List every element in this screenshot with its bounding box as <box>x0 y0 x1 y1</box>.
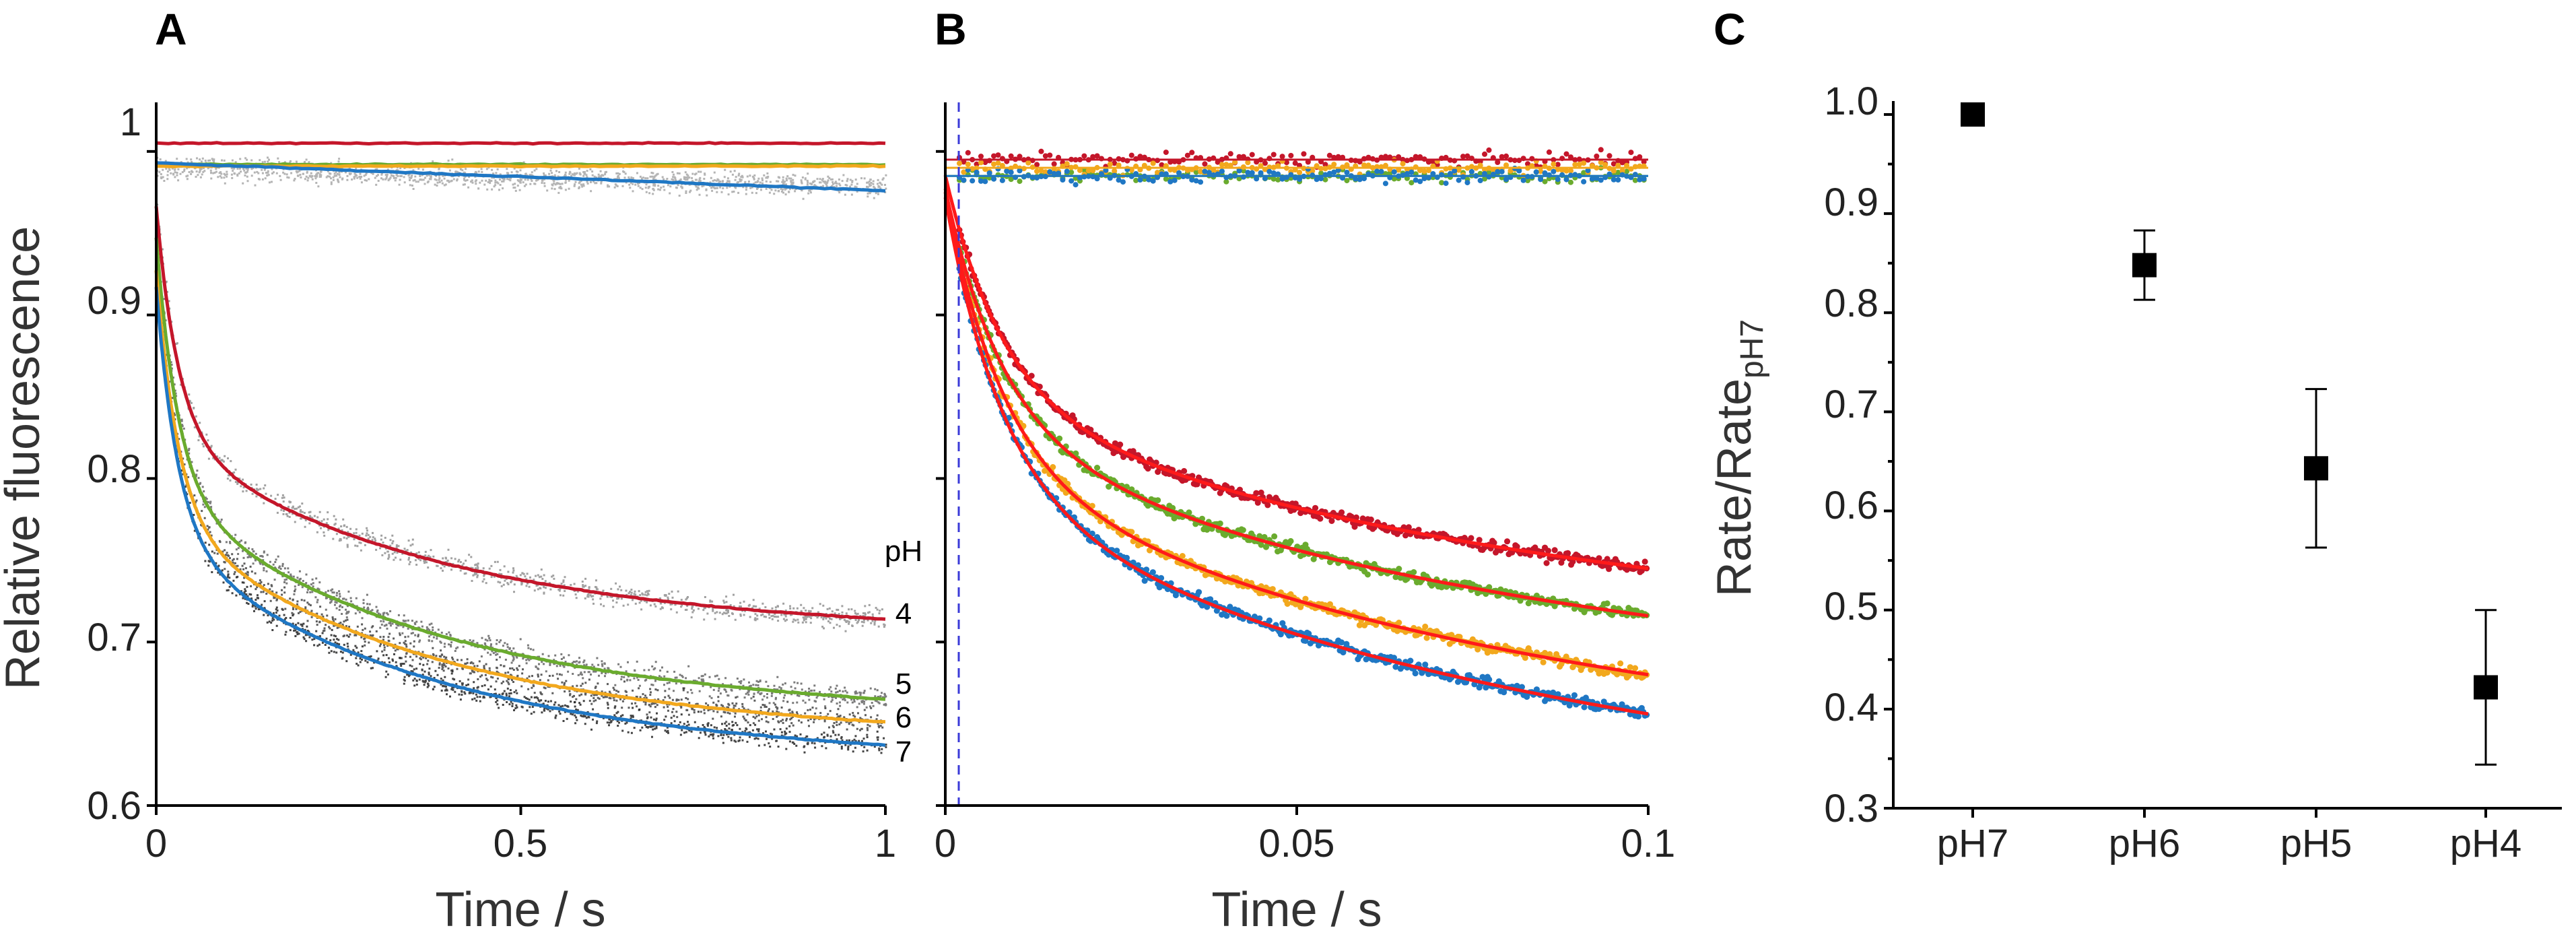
panel-c-chart: 0.3 0.4 0.5 0.6 0.7 0.8 0.9 1.0 pH7 pH6 … <box>1707 79 2562 865</box>
panel-a-xtick-label: 1 <box>875 822 896 865</box>
panel-a-ytick-label: 0.9 <box>87 279 141 323</box>
panel-c-category-label: pH5 <box>2280 822 2352 865</box>
panel-c-data-point <box>2304 456 2328 481</box>
series-label-ph4: 4 <box>895 597 912 630</box>
panel-a-baseline-curve <box>156 141 886 146</box>
panel-b-data-points <box>956 255 1650 681</box>
panel-c-ytick-label: 0.5 <box>1824 585 1878 628</box>
panel-c-data-point <box>1961 102 1985 127</box>
panel-letter-c: C <box>1714 4 1746 54</box>
panel-letter-b: B <box>935 4 967 54</box>
panel-b-fit-curve <box>943 197 1649 716</box>
panel-c-ytick-label: 0.4 <box>1824 686 1878 729</box>
legend-title-ph: pH <box>885 535 922 568</box>
panel-b-fit-curve <box>943 191 1649 677</box>
panel-b-data-layer <box>943 147 1650 720</box>
panel-a-replicate-band <box>156 238 887 710</box>
panel-b-xtick-label: 0 <box>935 822 956 865</box>
panel-c-ytick-label: 0.8 <box>1824 282 1878 325</box>
series-label-ph6: 6 <box>895 701 912 734</box>
panel-b-x-axis-title: Time / s <box>1211 883 1382 937</box>
panel-b-ticks <box>936 150 1650 815</box>
panel-a-ytick-label: 0.7 <box>87 616 141 659</box>
panel-a-xtick-label: 0.5 <box>494 822 548 865</box>
panel-c-y-axis-title: Rate/RatepH7 <box>1707 319 1770 597</box>
panel-c-data-point <box>2474 675 2498 700</box>
panel-c-data-layer <box>1961 102 2498 766</box>
panel-c-ytick-label: 0.3 <box>1824 787 1878 830</box>
panel-a-xtick-label: 0 <box>145 822 167 865</box>
panel-a-ytick-label: 1 <box>120 100 141 144</box>
panel-c-category-label: pH4 <box>2450 822 2521 865</box>
panel-a-decay-curve <box>154 269 886 724</box>
panel-letter-a: A <box>155 4 187 54</box>
panel-a-data-layer <box>154 141 887 754</box>
panel-a-replicate-band <box>156 269 884 732</box>
panel-b-fit-curve <box>943 174 1649 570</box>
panel-a-replicate-band <box>156 203 886 632</box>
panel-c-y-axis-title-main: Rate/Rate <box>1707 379 1761 597</box>
series-label-ph5: 5 <box>895 667 912 700</box>
panel-c-data-point <box>2132 253 2157 277</box>
panel-c-ticks <box>1884 113 2487 818</box>
panel-a-x-axis-title: Time / s <box>435 883 605 937</box>
panel-b-data-points <box>956 227 1650 575</box>
panel-b-data-points <box>956 245 1650 619</box>
panel-a-ytick-label: 0.6 <box>87 784 141 828</box>
panel-b-data-points <box>956 265 1650 720</box>
panel-b-xtick-label: 0.1 <box>1621 822 1676 865</box>
panel-c-ytick-label: 0.9 <box>1824 181 1878 224</box>
panel-a-y-axis-title: Relative fluorescence <box>0 226 50 690</box>
panel-c-ytick-label: 0.7 <box>1824 383 1878 426</box>
panel-a-decay-curve <box>154 286 886 747</box>
panel-a-ticks <box>147 150 887 815</box>
series-label-ph7: 7 <box>895 735 912 768</box>
panel-a-ytick-label: 0.8 <box>87 447 141 491</box>
panel-a-chart: 0.6 0.7 0.8 0.9 1 0 0.5 1 Time / s Relat… <box>0 100 922 937</box>
panel-a-decay-curve <box>154 205 886 621</box>
panel-c-ytick-label: 0.6 <box>1824 484 1878 527</box>
panel-a-replicate-band <box>156 293 887 754</box>
panel-b-xtick-label: 0.05 <box>1259 822 1335 865</box>
panel-b-fit-curve <box>943 188 1649 618</box>
panel-a-baseline-curve <box>156 161 886 193</box>
panel-c-ytick-label: 1.0 <box>1824 79 1878 123</box>
panel-b-chart: 0 0.05 0.1 Time / s <box>935 102 1675 937</box>
panel-c-y-axis-title-subscript: pH7 <box>1734 319 1770 379</box>
panel-c-category-label: pH7 <box>1937 822 2008 865</box>
panel-c-category-label: pH6 <box>2109 822 2180 865</box>
panel-a-decay-curve <box>154 236 886 701</box>
